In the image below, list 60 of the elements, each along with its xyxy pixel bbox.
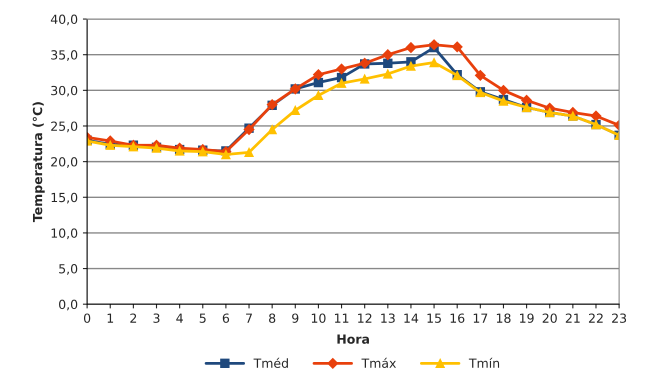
point [382, 49, 394, 60]
point [244, 148, 254, 158]
point [452, 41, 463, 52]
x-tick-label: 18 [496, 313, 511, 323]
x-tick-label: 22 [588, 313, 603, 323]
y-tick-label: 5,0 [59, 264, 78, 275]
y-tick-label: 40,0 [50, 14, 78, 26]
x-tick-label: 23 [612, 313, 626, 323]
point [336, 64, 347, 74]
point [336, 78, 346, 88]
y-tick-label: 20,0 [51, 157, 78, 168]
point [428, 39, 440, 50]
point [290, 106, 300, 115]
point [383, 58, 392, 68]
x-tick-label: 17 [474, 314, 488, 323]
x-tick-label: 11 [334, 314, 348, 323]
point [312, 69, 324, 80]
point [383, 69, 392, 79]
x-tick-label: 9 [292, 313, 298, 323]
x-tick-label: 14 [404, 314, 418, 323]
x-tick-label: 12 [358, 313, 372, 323]
y-tick-label: 35,0 [51, 50, 78, 61]
x-tick-label: 6 [222, 313, 230, 323]
point [406, 42, 416, 54]
y-tick-label: 30,0 [51, 86, 78, 97]
x-tick-label: 15 [427, 314, 441, 323]
point [498, 84, 509, 96]
y-tick-label: 10,0 [52, 228, 78, 240]
y-tick-label: 0,0 [59, 300, 78, 310]
x-tick-label: 19 [520, 313, 534, 323]
x-tick-label: 16 [450, 313, 464, 323]
point [314, 90, 324, 100]
x-tick-label: 8 [269, 313, 276, 323]
point [221, 150, 231, 160]
x-tick-label: 4 [176, 314, 183, 323]
y-tick-label: 15,0 [52, 192, 78, 204]
x-tick-label: 21 [566, 313, 580, 323]
x-axis-title: Hora [337, 334, 369, 344]
point [360, 74, 370, 84]
point [474, 70, 486, 81]
point [429, 58, 439, 68]
legend-label: Tmáx [362, 358, 396, 368]
x-tick-label: 13 [381, 313, 395, 323]
point [267, 124, 277, 134]
x-tick-label: 7 [246, 314, 252, 323]
y-tick-label: 25,0 [51, 121, 78, 132]
point [590, 110, 602, 122]
x-tick-label: 2 [130, 313, 136, 323]
point [521, 94, 532, 106]
point [314, 78, 324, 88]
y-axis-title: Temperatura (°C) [32, 102, 45, 222]
x-tick-label: 20 [542, 313, 557, 323]
x-tick-label: 0 [84, 313, 90, 323]
x-tick-label: 1 [108, 314, 114, 323]
point [406, 61, 416, 71]
x-tick-label: 5 [200, 314, 206, 323]
legend-label: Tmín [468, 358, 500, 368]
x-tick-label: 3 [153, 313, 160, 323]
legend-label: Tméd [254, 358, 288, 368]
x-tick-label: 10 [312, 313, 326, 323]
